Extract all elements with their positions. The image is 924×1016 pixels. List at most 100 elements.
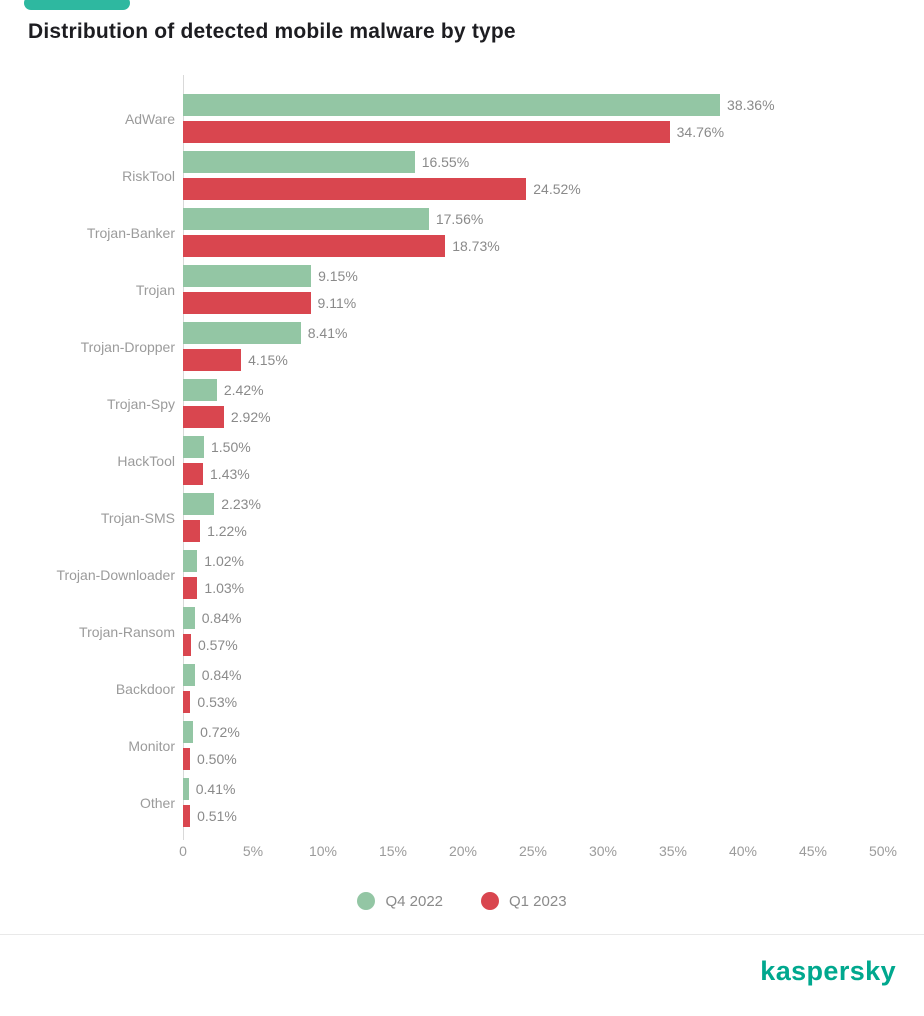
category-row: Trojan-Ransom 0.84% 0.57% xyxy=(28,603,888,660)
bar-q4-2022 xyxy=(183,379,217,401)
category-row: HackTool 1.50% 1.43% xyxy=(28,432,888,489)
value-label: 0.84% xyxy=(201,667,242,683)
bar-group: 8.41% 4.15% xyxy=(183,322,883,371)
bar-group: 16.55% 24.52% xyxy=(183,151,883,200)
x-tick-label: 20% xyxy=(448,843,478,859)
bar-line: 1.50% xyxy=(183,436,883,458)
bar-group: 38.36% 34.76% xyxy=(183,94,883,143)
chart-title: Distribution of detected mobile malware … xyxy=(28,20,516,43)
bar-line: 24.52% xyxy=(183,178,883,200)
bar-q1-2023 xyxy=(183,235,446,257)
x-tick-label: 45% xyxy=(798,843,828,859)
category-row: Trojan-SMS 2.23% 1.22% xyxy=(28,489,888,546)
value-label: 34.76% xyxy=(676,124,725,140)
category-row: AdWare 38.36% 34.76% xyxy=(28,90,888,147)
bar-group: 1.02% 1.03% xyxy=(183,550,883,599)
bar-line: 0.84% xyxy=(183,664,883,686)
chart-legend: Q4 2022 Q1 2023 xyxy=(0,892,924,910)
category-row: Monitor 0.72% 0.50% xyxy=(28,717,888,774)
category-label: Trojan-Ransom xyxy=(79,623,175,640)
bar-line: 16.55% xyxy=(183,151,883,173)
value-label: 2.92% xyxy=(230,409,271,425)
divider xyxy=(0,934,924,935)
x-tick-label: 40% xyxy=(728,843,758,859)
bar-line: 2.23% xyxy=(183,493,883,515)
category-label: Trojan-Dropper xyxy=(80,338,175,355)
legend-label: Q1 2023 xyxy=(509,892,567,910)
bar-q1-2023 xyxy=(183,577,198,599)
category-row: Trojan-Dropper 8.41% 4.15% xyxy=(28,318,888,375)
category-label: Other xyxy=(139,794,175,811)
bar-line: 0.72% xyxy=(183,721,883,743)
value-label: 24.52% xyxy=(533,181,581,197)
bar-line: 1.02% xyxy=(183,550,883,572)
bar-line: 2.92% xyxy=(183,406,883,428)
legend-item: Q4 2022 xyxy=(357,892,443,910)
category-row: Other 0.41% 0.51% xyxy=(28,774,888,831)
bar-q4-2022 xyxy=(183,550,198,572)
bar-q4-2022 xyxy=(183,151,415,173)
value-label: 8.41% xyxy=(307,325,348,341)
bar-line: 0.84% xyxy=(183,607,883,629)
category-row: Trojan-Banker 17.56% 18.73% xyxy=(28,204,888,261)
category-label: HackTool xyxy=(117,452,175,469)
bar-q1-2023 xyxy=(183,634,191,656)
legend-dot xyxy=(357,892,376,910)
bar-q1-2023 xyxy=(183,121,670,143)
value-label: 16.55% xyxy=(421,154,470,170)
bar-group: 0.84% 0.53% xyxy=(183,664,883,713)
bar-line: 0.50% xyxy=(183,748,883,770)
bar-q4-2022 xyxy=(183,94,721,116)
value-label: 0.41% xyxy=(195,781,236,797)
bar-line: 4.15% xyxy=(183,349,883,371)
bar-q1-2023 xyxy=(183,748,190,770)
category-label: Monitor xyxy=(128,737,175,754)
bar-line: 18.73% xyxy=(183,235,883,257)
x-tick-label: 35% xyxy=(658,843,688,859)
value-label: 1.22% xyxy=(207,523,247,539)
bar-line: 38.36% xyxy=(183,94,883,116)
value-label: 0.72% xyxy=(200,724,240,740)
bar-line: 1.22% xyxy=(183,520,883,542)
value-label: 1.43% xyxy=(210,466,250,482)
x-tick-label: 5% xyxy=(242,843,264,859)
bar-group: 1.50% 1.43% xyxy=(183,436,883,485)
bar-q1-2023 xyxy=(183,178,527,200)
bar-group: 0.84% 0.57% xyxy=(183,607,883,656)
bar-q4-2022 xyxy=(183,778,189,800)
bar-line: 9.11% xyxy=(183,292,883,314)
bar-q1-2023 xyxy=(183,406,224,428)
bar-line: 1.43% xyxy=(183,463,883,485)
x-tick-label: 25% xyxy=(518,843,548,859)
bar-group: 9.15% 9.11% xyxy=(183,265,883,314)
value-label: 0.84% xyxy=(201,610,242,626)
value-label: 18.73% xyxy=(452,238,500,254)
x-axis: 0 5% 10% 15% 20% 25% 30% 35% 40% 45% 50% xyxy=(179,843,897,863)
bar-line: 1.03% xyxy=(183,577,883,599)
value-label: 4.15% xyxy=(248,352,288,368)
bar-line: 8.41% xyxy=(183,322,883,344)
x-tick-label: 50% xyxy=(868,843,898,859)
bar-group: 17.56% 18.73% xyxy=(183,208,883,257)
value-label: 0.50% xyxy=(197,751,237,767)
value-label: 0.53% xyxy=(197,694,238,710)
category-label: RiskTool xyxy=(122,167,175,184)
category-row: Trojan 9.15% 9.11% xyxy=(28,261,888,318)
category-row: RiskTool 16.55% 24.52% xyxy=(28,147,888,204)
category-label: Trojan-SMS xyxy=(100,509,175,526)
bar-line: 0.41% xyxy=(183,778,883,800)
value-label: 38.36% xyxy=(727,97,775,113)
legend-dot xyxy=(481,892,499,910)
bar-group: 0.72% 0.50% xyxy=(183,721,883,770)
bar-group: 2.23% 1.22% xyxy=(183,493,883,542)
category-label: Backdoor xyxy=(115,680,175,697)
bar-q4-2022 xyxy=(183,721,194,743)
category-label: Trojan-Spy xyxy=(107,395,175,412)
category-label: Trojan-Banker xyxy=(86,224,175,241)
category-label: AdWare xyxy=(124,110,175,127)
value-label: 0.51% xyxy=(197,808,237,824)
legend-label: Q4 2022 xyxy=(385,892,443,910)
bar-q1-2023 xyxy=(183,520,201,542)
bar-group: 0.41% 0.51% xyxy=(183,778,883,827)
bar-line: 0.53% xyxy=(183,691,883,713)
